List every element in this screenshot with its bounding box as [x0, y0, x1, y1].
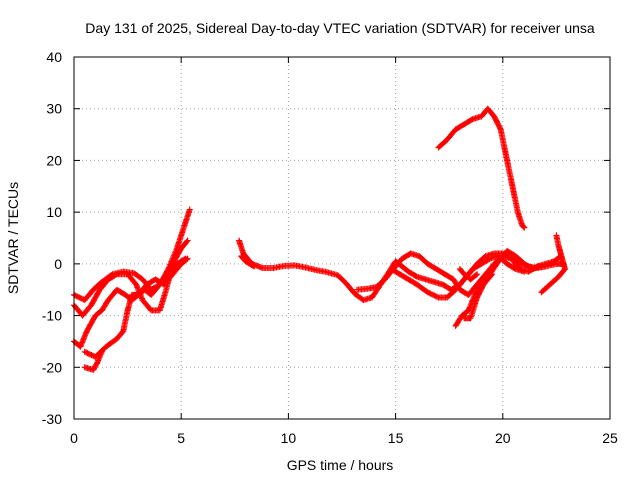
- series-track-14: [538, 232, 568, 296]
- data-point-markers: [238, 253, 258, 270]
- y-tick-label: 30: [46, 101, 62, 117]
- grid-layer: [74, 57, 610, 419]
- x-axis-title: GPS time / hours: [287, 457, 394, 473]
- data-point-markers: [461, 271, 496, 322]
- series-track-5: [81, 348, 105, 373]
- data-point-markers: [456, 266, 481, 283]
- series-track-12: [456, 266, 481, 283]
- x-tick-label: 10: [281, 430, 297, 446]
- series-track-13: [435, 105, 528, 231]
- y-axis-title: SDTVAR / TECUs: [5, 182, 21, 294]
- y-tick-label: -30: [42, 411, 62, 427]
- data-point-markers: [388, 253, 528, 301]
- x-tick-label: 20: [495, 430, 511, 446]
- y-tick-label: 10: [46, 204, 62, 220]
- x-tick-label: 5: [177, 430, 185, 446]
- y-tick-label: 0: [54, 256, 62, 272]
- y-tick-label: 40: [46, 49, 62, 65]
- series-track-9: [388, 253, 528, 301]
- y-tick-label: -10: [42, 308, 62, 324]
- data-point-markers: [538, 232, 568, 296]
- series-track-7: [238, 253, 258, 270]
- y-tick-label: -20: [42, 359, 62, 375]
- data-point-markers: [435, 105, 528, 231]
- tick-layer: 0 5 10 15 20 25 -30 -20 -10 0 10 20 30 40: [42, 49, 618, 446]
- y-tick-label: 20: [46, 152, 62, 168]
- x-tick-label: 25: [602, 430, 618, 446]
- data-point-markers: [81, 348, 105, 373]
- series-track-11: [461, 271, 496, 322]
- plot-frame: [73, 56, 611, 420]
- data-layer: [71, 105, 568, 373]
- chart-title: Day 131 of 2025, Sidereal Day-to-day VTE…: [85, 20, 595, 36]
- x-tick-label: 0: [70, 430, 78, 446]
- x-tick-label: 15: [388, 430, 404, 446]
